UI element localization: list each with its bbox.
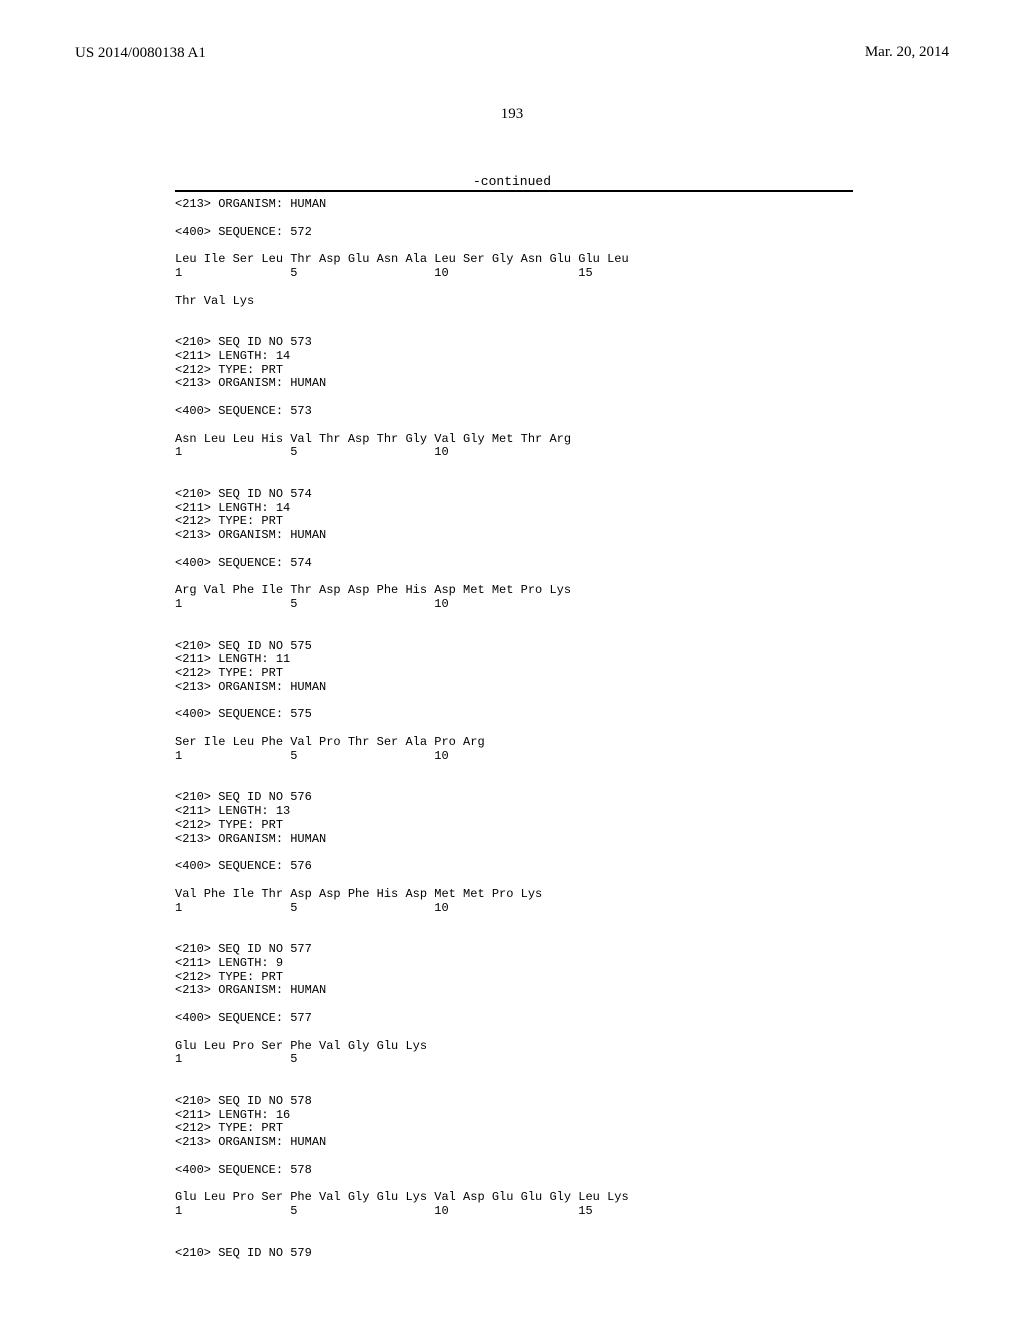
publication-date: Mar. 20, 2014 xyxy=(865,44,949,61)
sequence-listing: <213> ORGANISM: HUMAN <400> SEQUENCE: 57… xyxy=(175,198,853,1260)
page-header: US 2014/0080138 A1 Mar. 20, 2014 xyxy=(0,44,1024,62)
rule-top xyxy=(175,190,853,192)
page-number: 193 xyxy=(0,106,1024,123)
publication-number: US 2014/0080138 A1 xyxy=(75,45,206,61)
continued-label: -continued xyxy=(0,174,1024,189)
